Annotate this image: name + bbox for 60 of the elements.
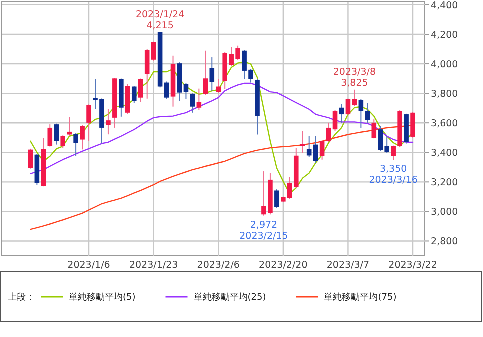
candlestick xyxy=(339,104,344,124)
candlestick xyxy=(300,130,306,154)
candlestick xyxy=(151,41,156,62)
candlestick xyxy=(67,116,72,137)
candlestick xyxy=(203,50,208,96)
x-tick-label: 2023/2/20 xyxy=(259,260,308,271)
y-tick-label: 3,600 xyxy=(431,118,458,130)
candlestick xyxy=(132,86,137,104)
candlestick xyxy=(54,123,60,146)
annotation: 2023/1/24 xyxy=(136,9,185,20)
candlestick xyxy=(28,148,34,170)
legend-label: 単純移動平均(5) xyxy=(69,292,136,303)
y-tick-label: 3,000 xyxy=(431,207,458,218)
y-tick-label: 2,800 xyxy=(431,236,458,248)
y-tick-label: 4,200 xyxy=(431,30,458,41)
candlestick xyxy=(306,136,312,158)
y-tick-label: 3,200 xyxy=(431,178,458,189)
candlestick xyxy=(86,104,92,142)
x-tick-label: 2023/2/6 xyxy=(197,260,240,271)
candlestick xyxy=(372,119,377,140)
candlestick xyxy=(352,89,358,107)
candlestick xyxy=(74,132,78,157)
candlestick xyxy=(190,93,196,114)
candlestick xyxy=(391,145,396,161)
candlestick xyxy=(216,78,222,94)
annotation: 3,825 xyxy=(341,78,368,89)
candlestick xyxy=(332,110,338,132)
candlestick xyxy=(326,122,332,143)
annotation: 2,972 xyxy=(250,220,278,231)
annotation: 2023/2/15 xyxy=(240,230,288,242)
candlestick xyxy=(138,78,144,103)
y-tick-label: 3,400 xyxy=(431,148,458,160)
candlestick xyxy=(346,98,351,116)
candlestick xyxy=(210,57,215,92)
y-tick-label: 3,800 xyxy=(431,89,458,100)
legend-title: 上段： xyxy=(8,292,35,303)
candlestick xyxy=(184,82,189,100)
candlestick xyxy=(313,136,318,164)
candlestick xyxy=(48,124,53,148)
candlestick xyxy=(365,102,370,124)
annotation: 2023/3/8 xyxy=(333,66,376,78)
legend-label: 単純移動平均(25) xyxy=(194,292,266,303)
candlestick xyxy=(320,140,325,160)
candlestick xyxy=(80,124,85,150)
annotation: 3,350 xyxy=(380,164,408,176)
candlestick xyxy=(106,109,111,136)
legend-label: 単純移動平均(75) xyxy=(324,292,397,303)
annotation: 2023/3/16 xyxy=(369,175,418,186)
candlestick xyxy=(358,98,364,128)
x-tick-label: 2023/3/7 xyxy=(326,260,370,271)
x-tick-label: 2023/1/23 xyxy=(129,260,178,271)
candlestick xyxy=(164,81,170,100)
y-tick-label: 4,000 xyxy=(431,60,458,71)
candlestick xyxy=(196,88,202,111)
candlestick xyxy=(274,189,280,209)
candlestick xyxy=(60,135,66,149)
annotation: 4,215 xyxy=(146,20,174,32)
x-tick-label: 2023/1/6 xyxy=(68,260,110,271)
x-tick-label: 2023/3/22 xyxy=(388,260,438,271)
y-tick-label: 4,400 xyxy=(431,0,458,12)
